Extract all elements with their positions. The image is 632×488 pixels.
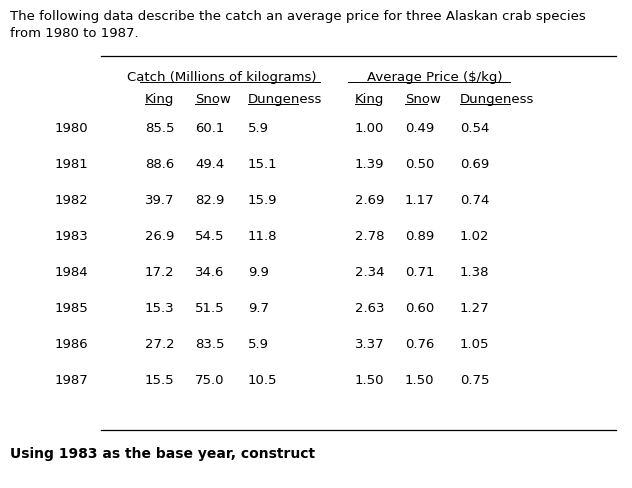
Text: 88.6: 88.6 [145, 158, 174, 171]
Text: 0.60: 0.60 [405, 302, 434, 315]
Text: Average Price ($/kg): Average Price ($/kg) [367, 71, 502, 84]
Text: Snow: Snow [405, 93, 441, 106]
Text: 27.2: 27.2 [145, 338, 174, 351]
Text: 2.78: 2.78 [355, 230, 384, 243]
Text: 1.50: 1.50 [355, 374, 384, 387]
Text: 83.5: 83.5 [195, 338, 224, 351]
Text: 2.63: 2.63 [355, 302, 384, 315]
Text: 1985: 1985 [55, 302, 88, 315]
Text: Snow: Snow [195, 93, 231, 106]
Text: 1.17: 1.17 [405, 194, 435, 207]
Text: 0.71: 0.71 [405, 266, 435, 279]
Text: 0.69: 0.69 [460, 158, 489, 171]
Text: 1987: 1987 [55, 374, 88, 387]
Text: 15.1: 15.1 [248, 158, 277, 171]
Text: 0.50: 0.50 [405, 158, 434, 171]
Text: Using 1983 as the base year, construct: Using 1983 as the base year, construct [10, 447, 315, 461]
Text: from 1980 to 1987.: from 1980 to 1987. [10, 27, 138, 40]
Text: 15.9: 15.9 [248, 194, 277, 207]
Text: 85.5: 85.5 [145, 122, 174, 135]
Text: 3.37: 3.37 [355, 338, 385, 351]
Text: King: King [145, 93, 174, 106]
Text: 49.4: 49.4 [195, 158, 224, 171]
Text: 1.38: 1.38 [460, 266, 490, 279]
Text: 0.74: 0.74 [460, 194, 489, 207]
Text: 1982: 1982 [55, 194, 88, 207]
Text: 75.0: 75.0 [195, 374, 224, 387]
Text: 1980: 1980 [55, 122, 88, 135]
Text: 1986: 1986 [55, 338, 88, 351]
Text: 1.27: 1.27 [460, 302, 490, 315]
Text: Dungeness: Dungeness [248, 93, 322, 106]
Text: 0.89: 0.89 [405, 230, 434, 243]
Text: Catch (Millions of kilograms): Catch (Millions of kilograms) [127, 71, 316, 84]
Text: 15.3: 15.3 [145, 302, 174, 315]
Text: 2.34: 2.34 [355, 266, 384, 279]
Text: 0.75: 0.75 [460, 374, 490, 387]
Text: 15.5: 15.5 [145, 374, 174, 387]
Text: 1.00: 1.00 [355, 122, 384, 135]
Text: 5.9: 5.9 [248, 338, 269, 351]
Text: 60.1: 60.1 [195, 122, 224, 135]
Text: 34.6: 34.6 [195, 266, 224, 279]
Text: 1.02: 1.02 [460, 230, 490, 243]
Text: 82.9: 82.9 [195, 194, 224, 207]
Text: 39.7: 39.7 [145, 194, 174, 207]
Text: 0.54: 0.54 [460, 122, 489, 135]
Text: 5.9: 5.9 [248, 122, 269, 135]
Text: 0.76: 0.76 [405, 338, 434, 351]
Text: 2.69: 2.69 [355, 194, 384, 207]
Text: 1.39: 1.39 [355, 158, 384, 171]
Text: 9.9: 9.9 [248, 266, 269, 279]
Text: 0.49: 0.49 [405, 122, 434, 135]
Text: 1981: 1981 [55, 158, 88, 171]
Text: 1983: 1983 [55, 230, 88, 243]
Text: Dungeness: Dungeness [460, 93, 535, 106]
Text: 26.9: 26.9 [145, 230, 174, 243]
Text: 10.5: 10.5 [248, 374, 277, 387]
Text: 11.8: 11.8 [248, 230, 277, 243]
Text: 9.7: 9.7 [248, 302, 269, 315]
Text: 1.05: 1.05 [460, 338, 490, 351]
Text: 51.5: 51.5 [195, 302, 224, 315]
Text: The following data describe the catch an average price for three Alaskan crab sp: The following data describe the catch an… [10, 10, 586, 23]
Text: 1.50: 1.50 [405, 374, 435, 387]
Text: 54.5: 54.5 [195, 230, 224, 243]
Text: 17.2: 17.2 [145, 266, 174, 279]
Text: 1984: 1984 [55, 266, 88, 279]
Text: King: King [355, 93, 384, 106]
